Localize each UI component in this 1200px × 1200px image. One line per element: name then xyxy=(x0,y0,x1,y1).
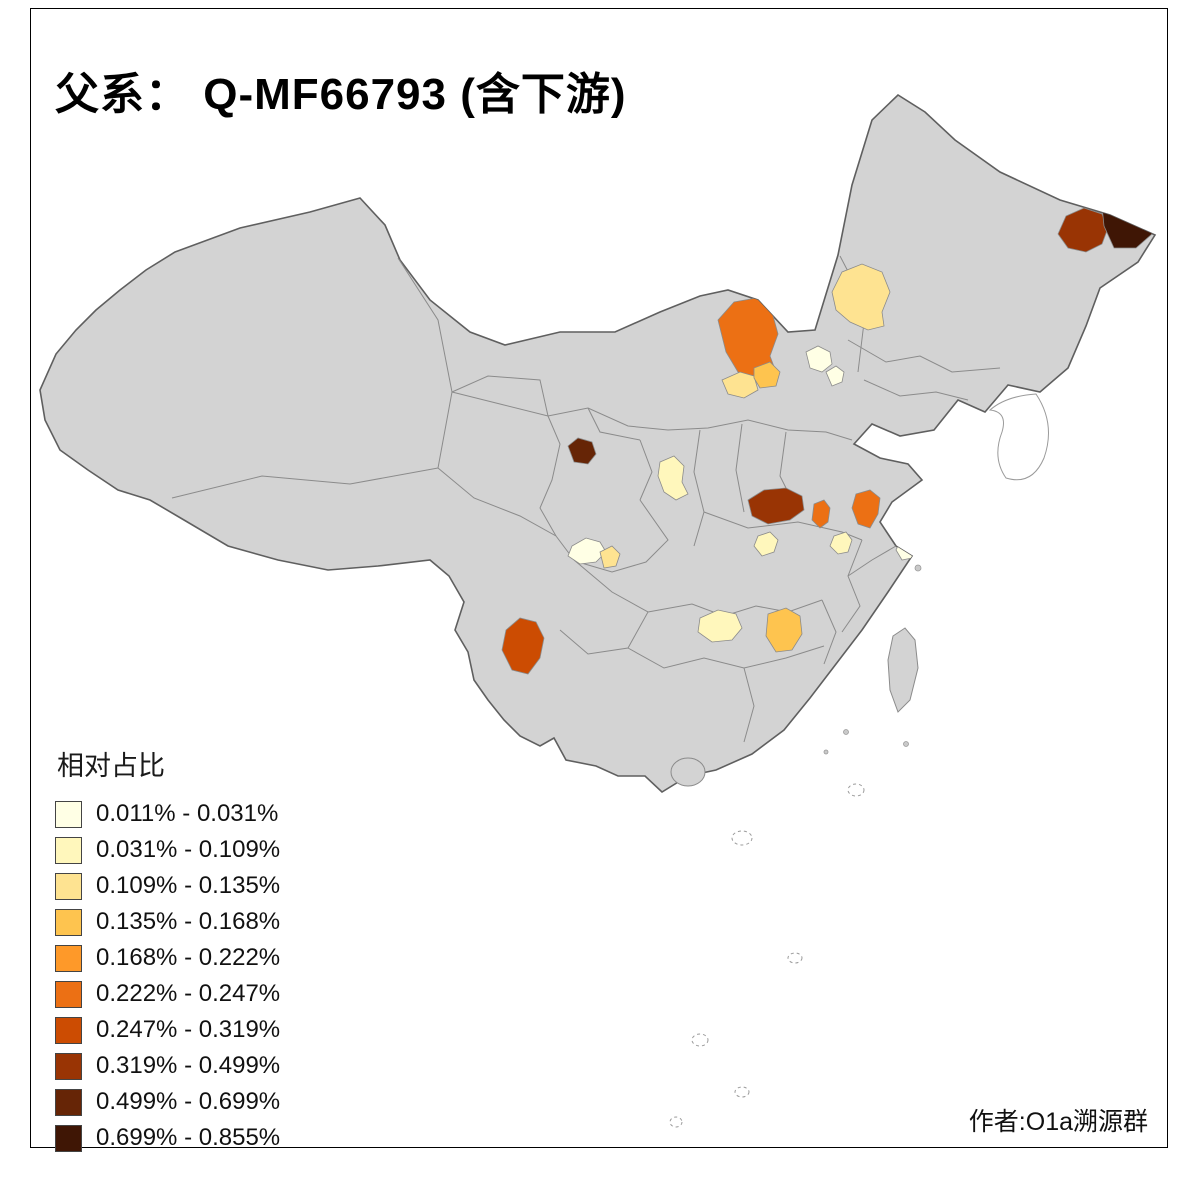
province-borders xyxy=(171,255,1001,743)
hainan-island xyxy=(670,757,706,787)
legend-label: 0.109% - 0.135% xyxy=(96,872,281,899)
map-region-highlight xyxy=(831,263,891,331)
legend-swatch xyxy=(55,872,82,900)
legend-label: 0.247% - 0.319% xyxy=(96,1016,281,1043)
legend-item: 0.319% - 0.499% xyxy=(55,1048,280,1084)
map-region-highlight xyxy=(851,489,881,529)
korea-peninsula xyxy=(988,393,1049,481)
mainland-outline xyxy=(39,93,1157,794)
legend-swatch xyxy=(55,944,82,972)
legend-item: 0.247% - 0.319% xyxy=(55,1012,280,1048)
south-china-sea-islands xyxy=(669,783,865,1128)
legend-item: 0.499% - 0.699% xyxy=(55,1084,280,1120)
legend-swatch xyxy=(55,1124,82,1152)
legend-items: 0.011% - 0.031% 0.031% - 0.109% 0.109% - 0… xyxy=(55,796,280,1156)
legend-swatch xyxy=(55,1088,82,1116)
legend-item: 0.109% - 0.135% xyxy=(55,868,280,904)
map-region-highlight xyxy=(721,371,759,399)
map-region-highlight xyxy=(753,361,781,389)
legend-label: 0.499% - 0.699% xyxy=(96,1088,281,1115)
map-region-highlight xyxy=(501,617,545,675)
coastal-islets xyxy=(823,564,922,755)
map-region-highlight xyxy=(599,545,621,569)
legend-swatch xyxy=(55,800,82,828)
legend-label: 0.222% - 0.247% xyxy=(96,980,281,1007)
plot-frame xyxy=(30,8,1168,1148)
map-region-highlight xyxy=(657,455,689,501)
map-region-highlight xyxy=(825,365,845,387)
legend-swatch xyxy=(55,980,82,1008)
legend-swatch xyxy=(55,908,82,936)
map-region-highlight xyxy=(697,609,743,643)
legend-label: 0.699% - 0.855% xyxy=(96,1124,281,1151)
legend-item: 0.699% - 0.855% xyxy=(55,1120,280,1156)
map-region-highlight xyxy=(717,297,779,381)
legend-label: 0.168% - 0.222% xyxy=(96,944,281,971)
map-region-highlight xyxy=(567,437,597,465)
legend-item: 0.031% - 0.109% xyxy=(55,832,280,868)
legend-item: 0.011% - 0.031% xyxy=(55,796,280,832)
taiwan-island xyxy=(887,627,919,713)
legend-item: 0.135% - 0.168% xyxy=(55,904,280,940)
legend-swatch xyxy=(55,836,82,864)
legend-swatch xyxy=(55,1016,82,1044)
map-region-highlight xyxy=(805,345,833,373)
author-credit: 作者:O1a溯源群 xyxy=(968,1108,1148,1136)
legend-label: 0.031% - 0.109% xyxy=(96,836,281,863)
legend: 相对占比 0.011% - 0.031% 0.031% - 0.109% 0.109… xyxy=(55,744,280,1156)
legend-item: 0.168% - 0.222% xyxy=(55,940,280,976)
map-region-highlight xyxy=(811,499,831,529)
map-region-highlight xyxy=(753,531,779,557)
page-title: 父系： Q-MF66793 (含下游) xyxy=(55,70,627,119)
legend-swatch xyxy=(55,1052,82,1080)
legend-label: 0.135% - 0.168% xyxy=(96,908,281,935)
legend-label: 0.011% - 0.031% xyxy=(96,800,279,827)
map-region-highlight xyxy=(829,531,853,555)
legend-title: 相对占比 xyxy=(57,751,165,781)
map-region-highlight xyxy=(747,487,805,525)
legend-item: 0.222% - 0.247% xyxy=(55,976,280,1012)
legend-label: 0.319% - 0.499% xyxy=(96,1052,281,1079)
map-region-highlight xyxy=(765,607,803,653)
